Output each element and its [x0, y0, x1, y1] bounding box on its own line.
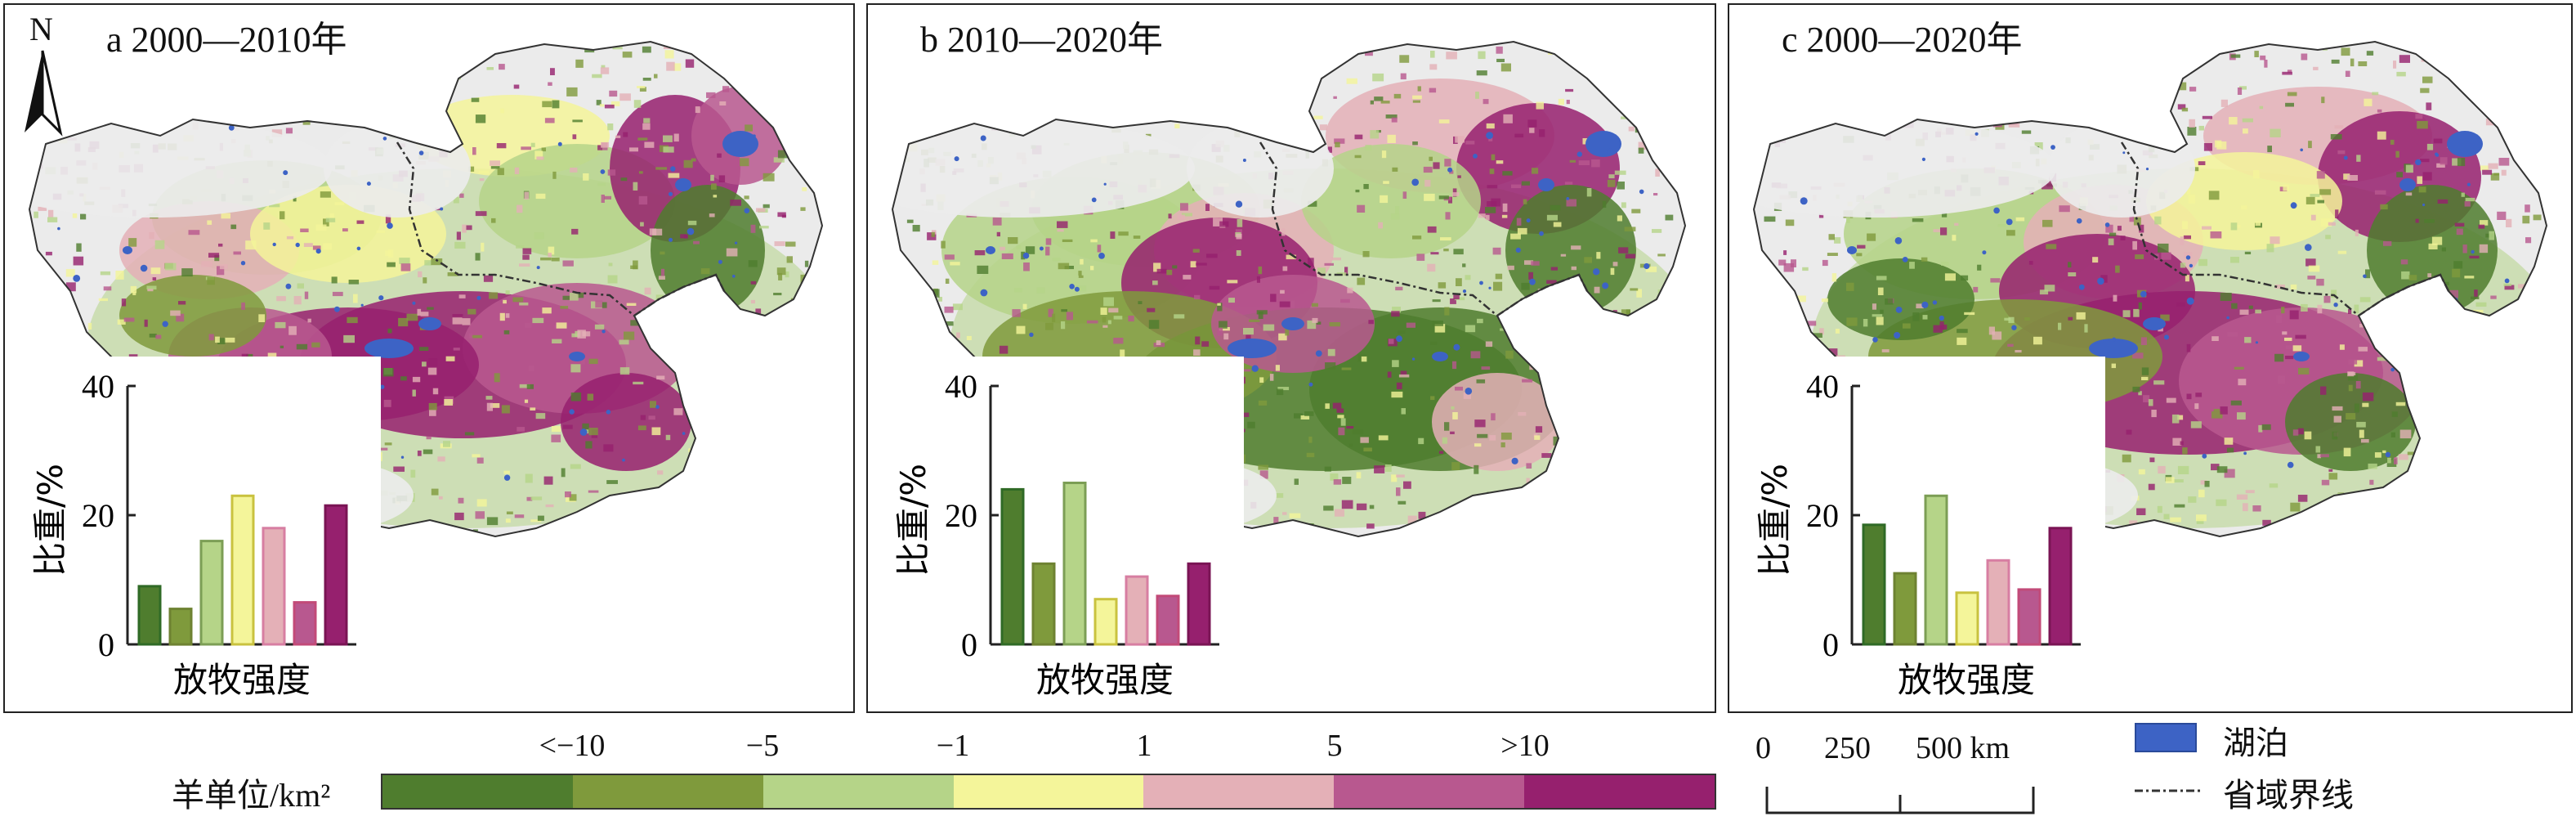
- hist-bar: [137, 585, 162, 646]
- hist-xlabel: 放牧强度: [173, 660, 311, 700]
- hist-bar: [1031, 562, 1056, 646]
- colorbar-title: 羊单位/km²: [172, 777, 331, 814]
- hist-bar: [1955, 591, 1979, 646]
- hist-bar: [293, 601, 317, 646]
- colorbar-tick: 5: [1326, 729, 1343, 763]
- panel-title: b 2010—2020年: [920, 20, 1163, 60]
- lake-legend-swatch: [2135, 723, 2197, 752]
- hist-bar: [199, 540, 224, 646]
- hist-ytick-label: 40: [945, 368, 977, 405]
- boundary-legend-line: [2135, 789, 2200, 792]
- hist-bar: [1187, 562, 1211, 646]
- scale-label: 0: [1755, 731, 1771, 765]
- panel-title: a 2000—2010年: [106, 20, 347, 60]
- hist-xlabel: 放牧强度: [1898, 660, 2035, 700]
- hist-bar: [1986, 559, 2010, 646]
- hist-bar: [1000, 487, 1025, 646]
- hist-bar: [1156, 594, 1180, 646]
- map-panel-b: b 2010—2020年 0 20 40 比重/% 放牧强度: [866, 3, 1716, 713]
- hist-bar: [324, 504, 348, 646]
- grazing-histogram: 0 20 40 比重/% 放牧强度: [30, 357, 381, 708]
- colorbar-tick: 1: [1136, 729, 1152, 763]
- hist-ylabel: 比重/%: [1755, 464, 1795, 576]
- colorbar-segment: [953, 775, 1144, 808]
- colorbar-tick: −5: [745, 729, 780, 763]
- hist-ytick-label: 0: [961, 626, 977, 663]
- north-arrow-icon: N: [18, 10, 67, 141]
- hist-bar: [2017, 588, 2042, 646]
- colorbar-tick: <−10: [539, 729, 606, 763]
- hist-ytick-label: 40: [82, 368, 114, 405]
- colorbar-segment: [1143, 775, 1335, 808]
- panel-title: c 2000—2020年: [1782, 20, 2023, 60]
- hist-ytick-label: 20: [1806, 497, 1839, 534]
- hist-bar: [1862, 523, 1886, 646]
- colorbar: [381, 774, 1716, 810]
- map-panel-a: a 2000—2010年 N 0 20 40 比重/% 放牧强度: [3, 3, 855, 713]
- hist-bar: [1924, 494, 1948, 646]
- hist-ytick-label: 40: [1806, 368, 1839, 405]
- north-label: N: [29, 11, 53, 47]
- hist-bar: [1893, 572, 1917, 646]
- hist-bar: [1125, 575, 1149, 646]
- colorbar-segment: [572, 775, 763, 808]
- hist-ylabel: 比重/%: [30, 464, 70, 576]
- grazing-histogram: 0 20 40 比重/% 放牧强度: [1755, 357, 2105, 708]
- colorbar-tick: >10: [1500, 729, 1550, 763]
- grazing-histogram: 0 20 40 比重/% 放牧强度: [893, 357, 1244, 708]
- scale-label: 500 km: [1916, 731, 2010, 765]
- scale-label: 250: [1824, 731, 1871, 765]
- hist-bar: [230, 494, 255, 646]
- hist-ytick-label: 20: [82, 497, 114, 534]
- colorbar-segment: [1524, 775, 1715, 808]
- colorbar-tick: −1: [936, 729, 970, 763]
- hist-bar: [168, 608, 193, 646]
- hist-ytick-label: 0: [98, 626, 114, 663]
- hist-ylabel: 比重/%: [893, 464, 933, 576]
- hist-ytick-label: 0: [1822, 626, 1839, 663]
- boundary-legend-label: 省域界线: [2223, 777, 2354, 814]
- scale-bar: [1765, 787, 2035, 814]
- hist-bar: [2048, 527, 2073, 646]
- hist-ytick-label: 20: [945, 497, 977, 534]
- lake-legend-label: 湖泊: [2223, 725, 2288, 761]
- hist-xlabel: 放牧强度: [1036, 660, 1174, 700]
- hist-bar: [1093, 598, 1118, 646]
- colorbar-segment: [763, 775, 954, 808]
- map-panel-c: c 2000—2020年 0 20 40 比重/% 放牧强度: [1728, 3, 2573, 713]
- colorbar-segment: [1334, 775, 1525, 808]
- colorbar-segment: [382, 775, 573, 808]
- hist-bar: [262, 527, 286, 646]
- hist-bar: [1062, 482, 1087, 646]
